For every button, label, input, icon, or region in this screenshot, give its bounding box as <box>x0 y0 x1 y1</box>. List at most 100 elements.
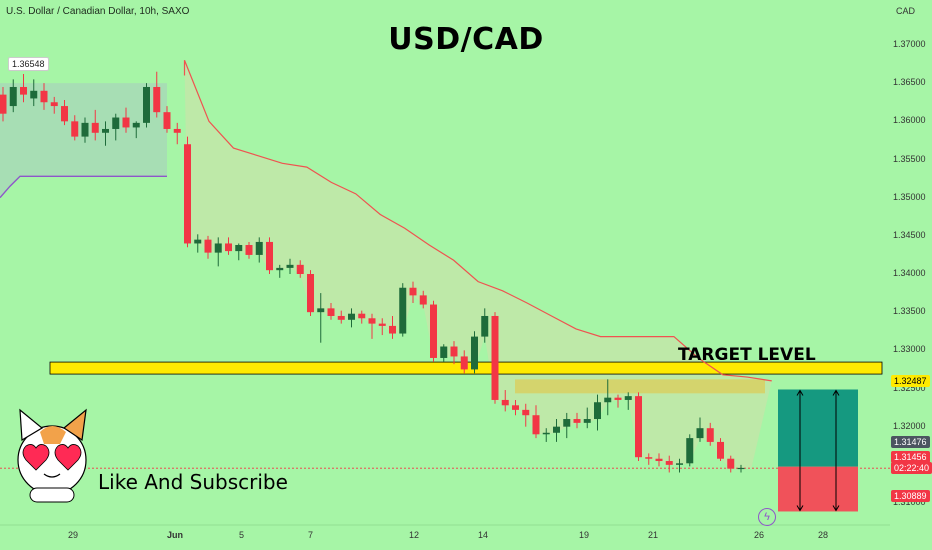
candle <box>317 308 325 313</box>
candle <box>512 405 519 410</box>
price-tick-label: 1.34500 <box>893 229 926 240</box>
candle <box>143 86 150 123</box>
candle <box>706 428 714 442</box>
candle <box>368 318 376 324</box>
candle <box>153 86 161 113</box>
candle <box>635 396 642 458</box>
candle <box>563 419 571 427</box>
price-tick-label: 1.31000 <box>893 497 926 507</box>
candle <box>20 86 27 95</box>
candle <box>348 313 355 320</box>
price-tick-label: 1.33000 <box>893 344 926 355</box>
candle <box>573 419 581 423</box>
resistance-line <box>183 60 772 382</box>
candle <box>132 122 140 128</box>
candle <box>399 287 407 334</box>
entry-price-tag: 1.31476 <box>891 436 930 448</box>
price-tick-label: 1.34000 <box>893 268 926 278</box>
candle <box>276 267 284 271</box>
stop-box <box>778 466 858 512</box>
candle <box>604 397 612 403</box>
price-tick-label: 1.32000 <box>893 420 926 431</box>
support-cloud-fill <box>0 83 167 198</box>
candle <box>358 313 366 319</box>
candle <box>71 121 79 137</box>
candle <box>409 287 417 296</box>
candle <box>378 323 386 326</box>
candle <box>501 399 509 406</box>
candle <box>665 461 673 465</box>
candle <box>624 396 632 400</box>
candle <box>430 304 437 358</box>
candle <box>307 274 314 313</box>
candle <box>727 458 735 469</box>
price-tick-label: 1.36500 <box>893 77 926 88</box>
candle <box>9 86 17 107</box>
candle <box>163 112 171 129</box>
last-price-tag: 1.31456 <box>891 451 930 463</box>
candle <box>440 346 448 358</box>
candle <box>471 336 478 370</box>
candle <box>553 426 560 433</box>
support-line <box>0 175 167 199</box>
time-tick-label: 19 <box>579 530 590 540</box>
target-box <box>778 389 858 467</box>
candle <box>696 428 704 439</box>
candle <box>112 117 120 129</box>
candle <box>327 308 335 316</box>
candle <box>61 106 68 122</box>
candle <box>686 438 694 464</box>
bar-countdown-tag: 02:22:40 <box>891 462 932 474</box>
time-tick-label: 28 <box>818 530 829 540</box>
stop-price-tag: 1.30889 <box>891 490 930 502</box>
lightning-icon[interactable]: ϟ <box>758 508 776 526</box>
candle <box>245 244 253 255</box>
cat-mascot-icon <box>17 408 87 503</box>
arrow-head-up <box>796 389 804 396</box>
chart-title: USD/CAD <box>388 22 544 57</box>
candle <box>491 315 499 400</box>
time-tick-label: 14 <box>478 530 489 540</box>
candle <box>235 244 243 252</box>
candle <box>255 241 263 255</box>
candle <box>286 264 294 268</box>
candle <box>296 264 304 274</box>
time-tick-label: Jun <box>167 530 184 540</box>
candle <box>655 458 663 462</box>
candle <box>194 239 202 244</box>
candle <box>40 90 48 103</box>
candle <box>173 128 181 133</box>
candle <box>419 295 427 305</box>
price-tick-label: 1.37000 <box>893 39 926 49</box>
price-tick-label: 1.33500 <box>893 306 926 317</box>
candle <box>122 117 130 128</box>
arrow-head-down <box>796 505 804 512</box>
candle <box>50 102 58 107</box>
subscribe-text: Like And Subscribe <box>98 470 288 494</box>
candle <box>583 419 591 423</box>
candle <box>266 241 273 271</box>
candle <box>389 325 396 334</box>
candle <box>594 402 601 420</box>
candle <box>91 122 99 133</box>
candle <box>737 467 745 470</box>
target-level-label: TARGET LEVEL <box>678 345 816 365</box>
candle <box>102 128 109 133</box>
currency-label: CAD <box>896 6 916 16</box>
candle <box>0 94 7 114</box>
time-tick-label: 26 <box>754 530 765 540</box>
target-price-tag: 1.32487 <box>891 375 930 387</box>
candle <box>460 356 468 370</box>
zone-highlight <box>515 379 765 394</box>
candle <box>81 122 89 137</box>
candle <box>450 346 458 357</box>
symbol-header: U.S. Dollar / Canadian Dollar, 10h, SAXO <box>6 6 190 17</box>
time-tick-label: 21 <box>648 530 659 540</box>
high-price-label: 1.36548 <box>8 57 49 71</box>
candle <box>614 397 622 400</box>
candle <box>225 243 232 252</box>
candle <box>717 441 724 459</box>
candle <box>522 409 530 416</box>
time-tick-label: 12 <box>409 530 420 540</box>
